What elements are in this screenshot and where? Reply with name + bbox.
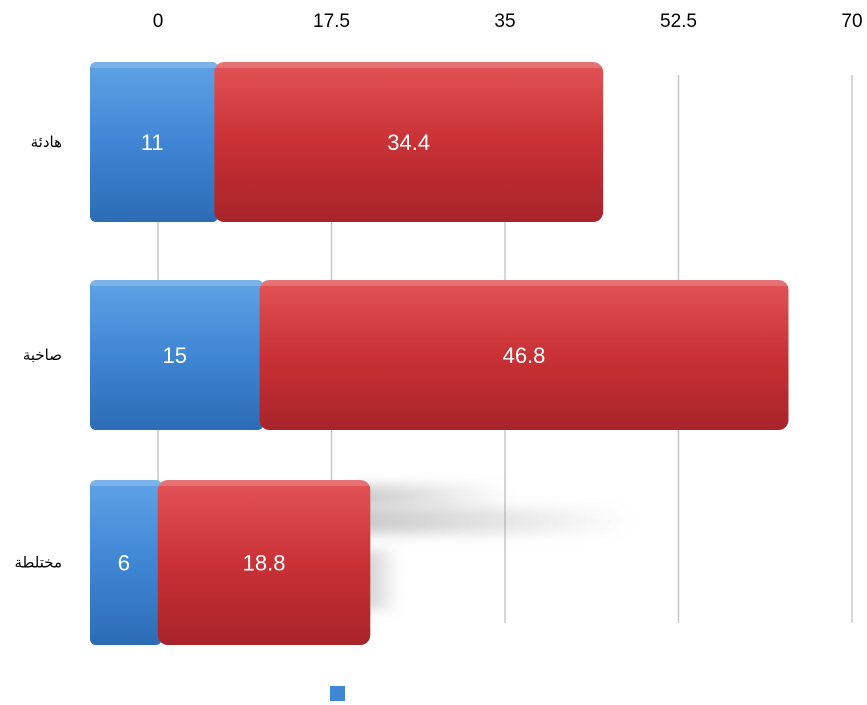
bar-segment-series-0	[90, 480, 162, 645]
category-label: مختلطة	[14, 554, 62, 572]
bar-segment-series-0	[90, 280, 264, 430]
data-label-series-1: 18.8	[243, 551, 286, 576]
data-label-series-0: 11	[141, 130, 164, 155]
x-tick-label: 0	[153, 11, 164, 32]
data-label-series-1: 46.8	[503, 343, 546, 368]
bar-shadows	[350, 485, 631, 610]
bar-segment-series-1	[259, 280, 789, 430]
x-tick-label: 52.5	[660, 11, 697, 32]
bar-highlight	[90, 62, 604, 68]
category-labels: هادئة صاخبة مختلطة	[14, 133, 62, 572]
bar-segment-series-0	[90, 62, 219, 222]
data-label-series-1: 34.4	[387, 130, 430, 155]
bar-segment-series-1	[157, 480, 371, 645]
bar-segment-series-1	[214, 62, 604, 222]
legend	[330, 686, 345, 701]
bars: 11 34.4 15 46.8 6 18.8	[90, 62, 789, 645]
x-axis-ticks: 0 17.5 35 52.5 70	[153, 11, 863, 32]
category-label: هادئة	[31, 133, 62, 151]
x-tick-label: 17.5	[313, 11, 350, 32]
bar-highlight	[90, 480, 371, 486]
bar-shadow	[350, 485, 511, 507]
category-label: صاخبة	[23, 346, 62, 364]
data-label-series-0: 6	[118, 551, 130, 576]
legend-swatch	[330, 686, 345, 701]
data-label-series-0: 15	[163, 343, 187, 368]
bar-shadow	[350, 508, 631, 534]
x-tick-label: 35	[494, 11, 515, 32]
bar-highlight	[90, 280, 789, 286]
x-tick-label: 70	[841, 11, 862, 32]
